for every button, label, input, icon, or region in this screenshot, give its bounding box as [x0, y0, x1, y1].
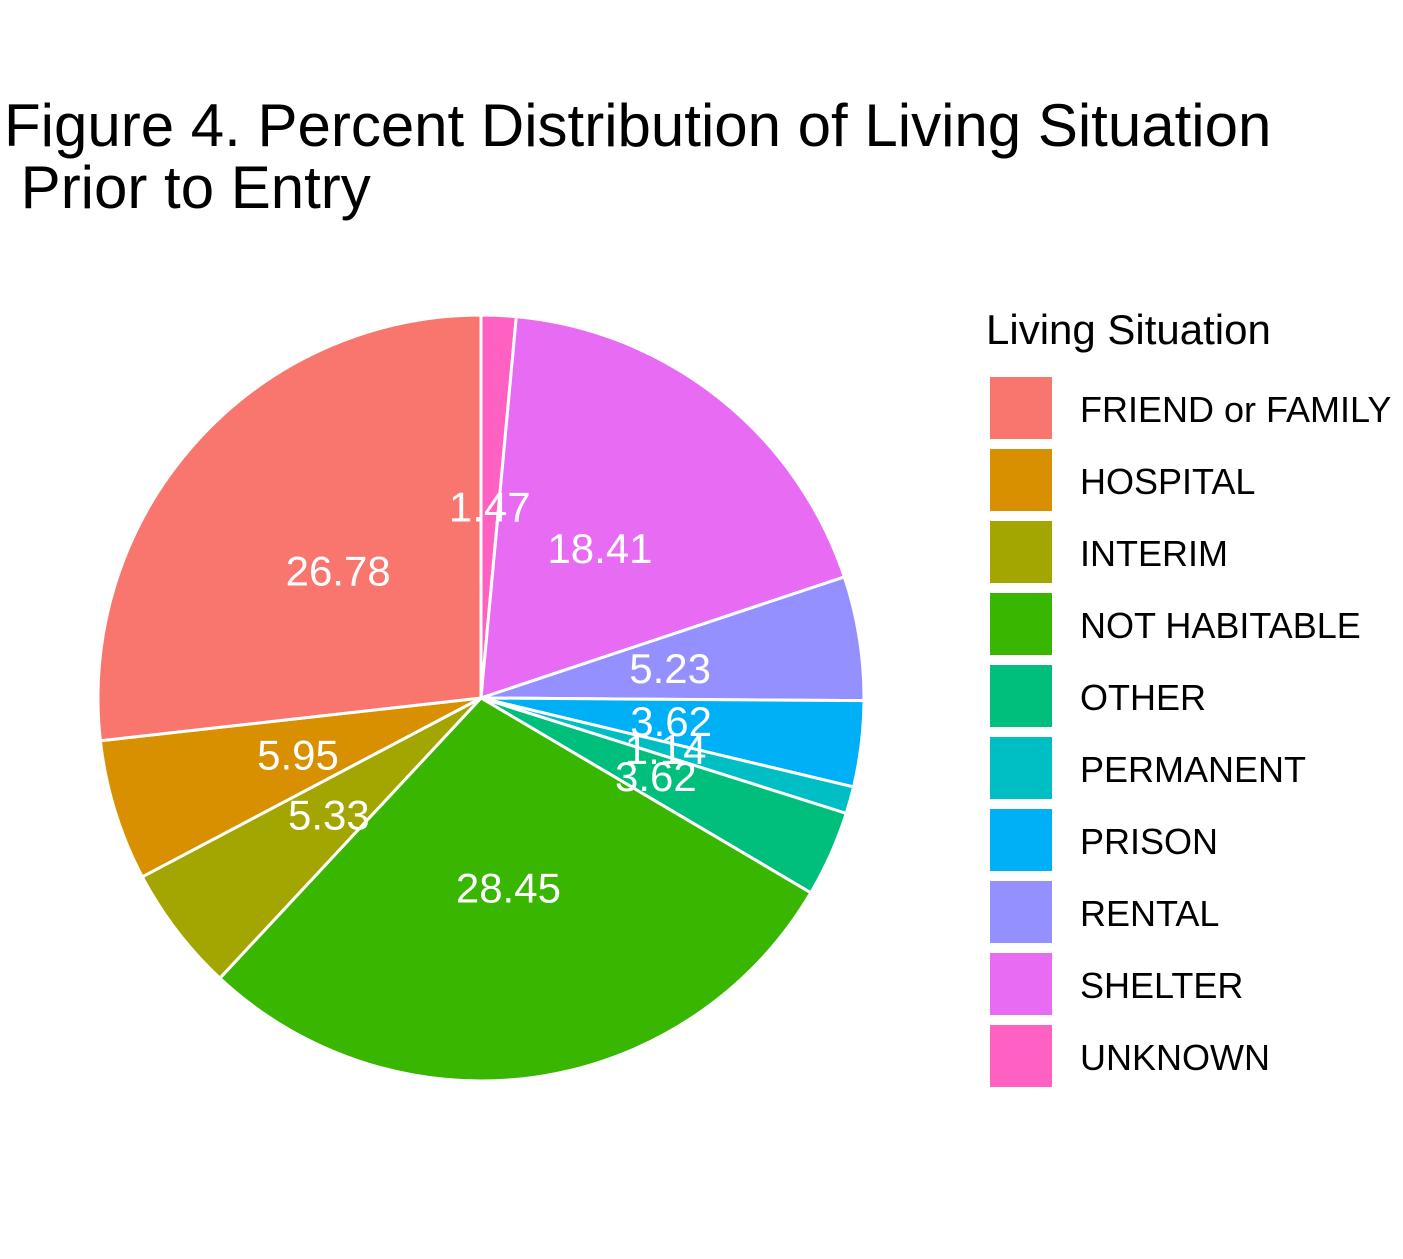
legend-swatch-interim: [990, 521, 1052, 583]
slice-label-rental: 5.23: [629, 645, 711, 692]
legend-swatch-shelter: [990, 953, 1052, 1015]
pie-slice-not-habitable: [218, 696, 813, 1083]
legend-label-permanent: PERMANENT: [1080, 749, 1306, 790]
legend-label-rental: RENTAL: [1080, 893, 1219, 934]
pie-slice-hospital: [98, 696, 483, 879]
slice-label-interim: 5.33: [288, 791, 370, 838]
pie-slice-friend-or-family: [96, 313, 483, 743]
legend-swatch-not-habitable: [990, 593, 1052, 655]
slice-label-prison: 3.62: [630, 698, 712, 745]
legend-item-other: OTHER: [990, 665, 1206, 727]
legend-swatch-prison: [990, 809, 1052, 871]
legend-item-not-habitable: NOT HABITABLE: [990, 593, 1361, 655]
legend-label-hospital: HOSPITAL: [1080, 461, 1255, 502]
legend-swatch-hospital: [990, 449, 1052, 511]
legend: Living Situation FRIEND or FAMILY HOSPITA…: [986, 306, 1391, 1087]
slice-label-friend-or-family: 26.78: [286, 547, 391, 594]
pie-labels: 1.47 18.41 5.23 3.621.143.62 28.45 5.33 5.95 26…: [257, 484, 712, 912]
legend-label-other: OTHER: [1080, 677, 1206, 718]
legend-title: Living Situation: [986, 306, 1271, 353]
slice-label-shelter: 18.41: [547, 525, 652, 572]
legend-item-unknown: UNKNOWN: [990, 1025, 1270, 1087]
pie-slices: [96, 313, 866, 1083]
legend-label-friend-or-family: FRIEND or FAMILY: [1080, 389, 1391, 430]
legend-item-interim: INTERIM: [990, 521, 1228, 583]
slice-label-unknown: 1.47: [449, 484, 531, 531]
legend-item-hospital: HOSPITAL: [990, 449, 1255, 511]
slice-label-other: 3.62: [615, 753, 697, 800]
legend-label-shelter: SHELTER: [1080, 965, 1243, 1006]
legend-label-not-habitable: NOT HABITABLE: [1080, 605, 1361, 646]
legend-item-prison: PRISON: [990, 809, 1218, 871]
legend-item-permanent: PERMANENT: [990, 737, 1306, 799]
chart-title-line-1: Figure 4. Percent Distribution of Living…: [4, 92, 1271, 159]
legend-swatch-other: [990, 665, 1052, 727]
legend-swatch-permanent: [990, 737, 1052, 799]
legend-items: FRIEND or FAMILY HOSPITAL INTERIM NOT HABIT…: [990, 377, 1391, 1087]
legend-swatch-unknown: [990, 1025, 1052, 1087]
legend-label-interim: INTERIM: [1080, 533, 1228, 574]
slice-label-permanent: 1.14: [625, 726, 707, 773]
legend-label-prison: PRISON: [1080, 821, 1218, 862]
legend-item-shelter: SHELTER: [990, 953, 1243, 1015]
slice-label-hospital: 5.95: [257, 731, 339, 778]
legend-item-rental: RENTAL: [990, 881, 1219, 943]
legend-swatch-rental: [990, 881, 1052, 943]
chart-title-line-2: Prior to Entry: [4, 154, 371, 221]
legend-item-friend-or-family: FRIEND or FAMILY: [990, 377, 1391, 439]
pie-slice-shelter: [479, 315, 846, 700]
legend-label-unknown: UNKNOWN: [1080, 1037, 1270, 1078]
slice-label-not-habitable: 28.45: [456, 865, 561, 912]
legend-swatch-friend-or-family: [990, 377, 1052, 439]
